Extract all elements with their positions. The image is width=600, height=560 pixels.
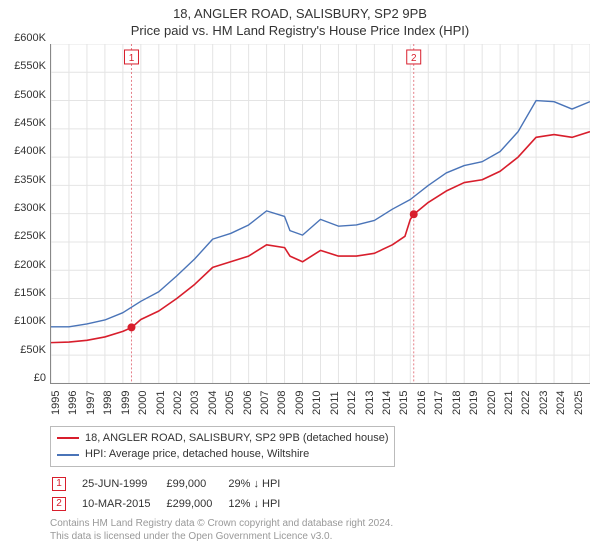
x-tick-label: 2018 [451,384,468,424]
x-tick-label: 2012 [346,384,363,424]
x-tick-label: 2017 [433,384,450,424]
x-tick-label: 2019 [468,384,485,424]
sale-row: 1 25-JUN-1999£99,00029% ↓ HPI [52,475,294,493]
x-tick-label: 2002 [172,384,189,424]
x-axis: 1995199619971998199920002001200220032004… [50,384,590,424]
sale-marker-box: 1 [52,477,66,491]
legend-swatch [57,454,79,456]
svg-text:1: 1 [129,53,135,64]
x-tick-label: 2022 [520,384,537,424]
sale-row: 2 10-MAR-2015£299,00012% ↓ HPI [52,495,294,513]
svg-text:2: 2 [411,53,417,64]
sale-delta: 29% ↓ HPI [228,475,294,493]
x-tick-label: 2011 [329,384,346,424]
x-tick-label: 2005 [224,384,241,424]
page-subtitle: Price paid vs. HM Land Registry's House … [10,23,590,38]
x-tick-label: 2003 [189,384,206,424]
plot-area: 12 [50,44,590,384]
legend-label: 18, ANGLER ROAD, SALISBURY, SP2 9PB (det… [85,430,388,447]
x-tick-label: 2008 [276,384,293,424]
legend-label: HPI: Average price, detached house, Wilt… [85,446,309,463]
sale-price: £99,000 [166,475,226,493]
sales-table: 1 25-JUN-1999£99,00029% ↓ HPI 2 10-MAR-2015… [50,473,296,515]
legend: 18, ANGLER ROAD, SALISBURY, SP2 9PB (det… [50,426,395,467]
x-tick-label: 2025 [573,384,590,424]
x-tick-label: 1996 [67,384,84,424]
x-tick-label: 2021 [503,384,520,424]
x-tick-label: 2006 [242,384,259,424]
sale-price: £299,000 [166,495,226,513]
legend-item: 18, ANGLER ROAD, SALISBURY, SP2 9PB (det… [57,430,388,447]
x-tick-label: 2007 [259,384,276,424]
footer-line-2: This data is licensed under the Open Gov… [50,530,590,543]
x-tick-label: 1995 [50,384,67,424]
sale-date: 25-JUN-1999 [82,475,164,493]
x-tick-label: 2001 [155,384,172,424]
x-tick-label: 2023 [538,384,555,424]
legend-item: HPI: Average price, detached house, Wilt… [57,446,388,463]
chart: £600K£550K£500K£450K£400K£350K£300K£250K… [10,44,590,424]
legend-swatch [57,437,79,439]
x-tick-label: 1998 [102,384,119,424]
x-tick-label: 2000 [137,384,154,424]
page-title: 18, ANGLER ROAD, SALISBURY, SP2 9PB [10,6,590,23]
sale-date: 10-MAR-2015 [82,495,164,513]
sale-delta: 12% ↓ HPI [228,495,294,513]
x-tick-label: 1997 [85,384,102,424]
x-tick-label: 2024 [555,384,572,424]
x-tick-label: 2004 [207,384,224,424]
footer-line-1: Contains HM Land Registry data © Crown c… [50,517,590,530]
x-tick-label: 2020 [486,384,503,424]
x-tick-label: 2015 [398,384,415,424]
x-tick-label: 2016 [416,384,433,424]
y-axis: £600K£550K£500K£450K£400K£350K£300K£250K… [10,38,50,378]
x-tick-label: 2014 [381,384,398,424]
footer: Contains HM Land Registry data © Crown c… [50,517,590,543]
sale-marker-box: 2 [52,497,66,511]
x-tick-label: 1999 [120,384,137,424]
x-tick-label: 2013 [364,384,381,424]
x-tick-label: 2009 [294,384,311,424]
x-tick-label: 2010 [311,384,328,424]
